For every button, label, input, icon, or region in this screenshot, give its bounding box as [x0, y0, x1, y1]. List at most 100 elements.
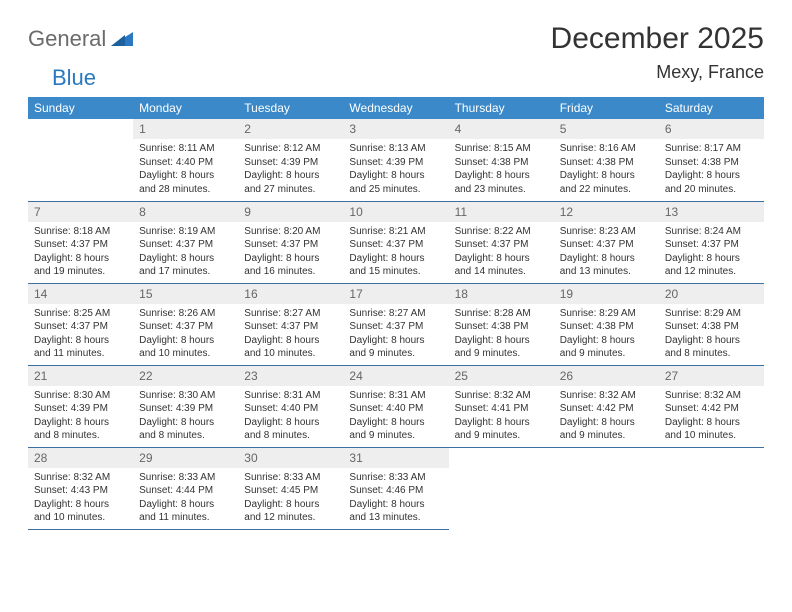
calendar-cell: 27Sunrise: 8:32 AMSunset: 4:42 PMDayligh…: [659, 365, 764, 447]
day-detail: Sunrise: 8:22 AMSunset: 4:37 PMDaylight:…: [449, 222, 554, 279]
sunrise-text: Sunrise: 8:22 AM: [455, 225, 548, 239]
sunrise-text: Sunrise: 8:16 AM: [560, 142, 653, 156]
day-number: 31: [343, 448, 448, 468]
sunrise-text: Sunrise: 8:11 AM: [139, 142, 232, 156]
sunrise-text: Sunrise: 8:17 AM: [665, 142, 758, 156]
daylight-text: Daylight: 8 hours and 12 minutes.: [244, 498, 337, 525]
calendar-cell: 20Sunrise: 8:29 AMSunset: 4:38 PMDayligh…: [659, 283, 764, 365]
weekday-header: Wednesday: [343, 97, 448, 119]
day-number: 7: [28, 202, 133, 222]
calendar-cell: 12Sunrise: 8:23 AMSunset: 4:37 PMDayligh…: [554, 201, 659, 283]
calendar-cell: 30Sunrise: 8:33 AMSunset: 4:45 PMDayligh…: [238, 447, 343, 529]
day-number: 15: [133, 284, 238, 304]
calendar-cell: 7Sunrise: 8:18 AMSunset: 4:37 PMDaylight…: [28, 201, 133, 283]
calendar-cell: 10Sunrise: 8:21 AMSunset: 4:37 PMDayligh…: [343, 201, 448, 283]
daylight-text: Daylight: 8 hours and 10 minutes.: [244, 334, 337, 361]
calendar-cell: 2Sunrise: 8:12 AMSunset: 4:39 PMDaylight…: [238, 119, 343, 201]
day-number: 18: [449, 284, 554, 304]
daylight-text: Daylight: 8 hours and 9 minutes.: [560, 416, 653, 443]
daylight-text: Daylight: 8 hours and 9 minutes.: [349, 416, 442, 443]
sunset-text: Sunset: 4:37 PM: [34, 320, 127, 334]
daylight-text: Daylight: 8 hours and 20 minutes.: [665, 169, 758, 196]
daylight-text: Daylight: 8 hours and 22 minutes.: [560, 169, 653, 196]
day-detail: Sunrise: 8:18 AMSunset: 4:37 PMDaylight:…: [28, 222, 133, 279]
daylight-text: Daylight: 8 hours and 16 minutes.: [244, 252, 337, 279]
day-number: 20: [659, 284, 764, 304]
daylight-text: Daylight: 8 hours and 9 minutes.: [455, 334, 548, 361]
sunrise-text: Sunrise: 8:31 AM: [244, 389, 337, 403]
day-detail: Sunrise: 8:29 AMSunset: 4:38 PMDaylight:…: [554, 304, 659, 361]
weekday-header: Sunday: [28, 97, 133, 119]
daylight-text: Daylight: 8 hours and 9 minutes.: [349, 334, 442, 361]
calendar-week-row: 14Sunrise: 8:25 AMSunset: 4:37 PMDayligh…: [28, 283, 764, 365]
sunset-text: Sunset: 4:39 PM: [244, 156, 337, 170]
day-detail: Sunrise: 8:11 AMSunset: 4:40 PMDaylight:…: [133, 139, 238, 196]
day-number: 2: [238, 119, 343, 139]
daylight-text: Daylight: 8 hours and 13 minutes.: [560, 252, 653, 279]
sunrise-text: Sunrise: 8:20 AM: [244, 225, 337, 239]
sunset-text: Sunset: 4:38 PM: [665, 156, 758, 170]
day-number: 11: [449, 202, 554, 222]
day-detail: Sunrise: 8:28 AMSunset: 4:38 PMDaylight:…: [449, 304, 554, 361]
calendar-cell: 3Sunrise: 8:13 AMSunset: 4:39 PMDaylight…: [343, 119, 448, 201]
sunset-text: Sunset: 4:39 PM: [139, 402, 232, 416]
day-detail: Sunrise: 8:32 AMSunset: 4:41 PMDaylight:…: [449, 386, 554, 443]
sunrise-text: Sunrise: 8:29 AM: [560, 307, 653, 321]
calendar-cell: 9Sunrise: 8:20 AMSunset: 4:37 PMDaylight…: [238, 201, 343, 283]
sunrise-text: Sunrise: 8:12 AM: [244, 142, 337, 156]
day-number: 21: [28, 366, 133, 386]
sunrise-text: Sunrise: 8:26 AM: [139, 307, 232, 321]
day-number: 26: [554, 366, 659, 386]
calendar-week-row: 28Sunrise: 8:32 AMSunset: 4:43 PMDayligh…: [28, 447, 764, 529]
daylight-text: Daylight: 8 hours and 12 minutes.: [665, 252, 758, 279]
sunset-text: Sunset: 4:43 PM: [34, 484, 127, 498]
day-number: 23: [238, 366, 343, 386]
day-detail: Sunrise: 8:32 AMSunset: 4:43 PMDaylight:…: [28, 468, 133, 525]
day-detail: Sunrise: 8:20 AMSunset: 4:37 PMDaylight:…: [238, 222, 343, 279]
day-number: 25: [449, 366, 554, 386]
day-detail: Sunrise: 8:12 AMSunset: 4:39 PMDaylight:…: [238, 139, 343, 196]
day-detail: Sunrise: 8:21 AMSunset: 4:37 PMDaylight:…: [343, 222, 448, 279]
daylight-text: Daylight: 8 hours and 11 minutes.: [139, 498, 232, 525]
sunset-text: Sunset: 4:37 PM: [349, 320, 442, 334]
daylight-text: Daylight: 8 hours and 8 minutes.: [34, 416, 127, 443]
sunrise-text: Sunrise: 8:25 AM: [34, 307, 127, 321]
day-number: 14: [28, 284, 133, 304]
sunrise-text: Sunrise: 8:24 AM: [665, 225, 758, 239]
sunset-text: Sunset: 4:42 PM: [560, 402, 653, 416]
sunrise-text: Sunrise: 8:33 AM: [139, 471, 232, 485]
day-number: 28: [28, 448, 133, 468]
sunset-text: Sunset: 4:37 PM: [139, 320, 232, 334]
calendar-cell: 22Sunrise: 8:30 AMSunset: 4:39 PMDayligh…: [133, 365, 238, 447]
sunrise-text: Sunrise: 8:27 AM: [349, 307, 442, 321]
day-detail: Sunrise: 8:17 AMSunset: 4:38 PMDaylight:…: [659, 139, 764, 196]
sunrise-text: Sunrise: 8:15 AM: [455, 142, 548, 156]
calendar-cell: 18Sunrise: 8:28 AMSunset: 4:38 PMDayligh…: [449, 283, 554, 365]
day-detail: Sunrise: 8:27 AMSunset: 4:37 PMDaylight:…: [238, 304, 343, 361]
sunset-text: Sunset: 4:40 PM: [244, 402, 337, 416]
calendar-cell: 11Sunrise: 8:22 AMSunset: 4:37 PMDayligh…: [449, 201, 554, 283]
sunset-text: Sunset: 4:39 PM: [34, 402, 127, 416]
day-detail: Sunrise: 8:30 AMSunset: 4:39 PMDaylight:…: [133, 386, 238, 443]
sunset-text: Sunset: 4:38 PM: [455, 156, 548, 170]
sunset-text: Sunset: 4:46 PM: [349, 484, 442, 498]
sunset-text: Sunset: 4:45 PM: [244, 484, 337, 498]
sunset-text: Sunset: 4:40 PM: [349, 402, 442, 416]
sunset-text: Sunset: 4:38 PM: [560, 156, 653, 170]
calendar-week-row: 7Sunrise: 8:18 AMSunset: 4:37 PMDaylight…: [28, 201, 764, 283]
daylight-text: Daylight: 8 hours and 15 minutes.: [349, 252, 442, 279]
sunset-text: Sunset: 4:37 PM: [244, 238, 337, 252]
day-number: 12: [554, 202, 659, 222]
calendar-cell: 19Sunrise: 8:29 AMSunset: 4:38 PMDayligh…: [554, 283, 659, 365]
sunrise-text: Sunrise: 8:32 AM: [560, 389, 653, 403]
calendar-cell: [659, 447, 764, 529]
day-number: 19: [554, 284, 659, 304]
calendar-cell: [554, 447, 659, 529]
weekday-header: Monday: [133, 97, 238, 119]
day-number: 13: [659, 202, 764, 222]
sunset-text: Sunset: 4:44 PM: [139, 484, 232, 498]
sunrise-text: Sunrise: 8:33 AM: [349, 471, 442, 485]
calendar-cell: 5Sunrise: 8:16 AMSunset: 4:38 PMDaylight…: [554, 119, 659, 201]
sunset-text: Sunset: 4:37 PM: [455, 238, 548, 252]
calendar-body: 1Sunrise: 8:11 AMSunset: 4:40 PMDaylight…: [28, 119, 764, 529]
